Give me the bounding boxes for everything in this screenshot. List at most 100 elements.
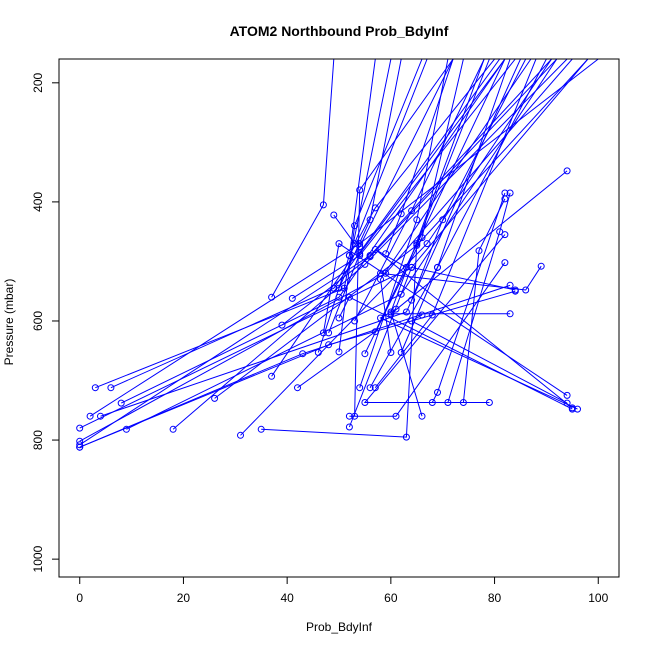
data-point	[371, 246, 379, 253]
data-point	[107, 384, 115, 392]
data-point	[356, 243, 364, 251]
series-line-34	[411, 59, 527, 301]
data-point	[371, 204, 379, 212]
series-line-26	[354, 59, 485, 322]
data-point	[268, 293, 276, 301]
data-point	[366, 253, 374, 261]
x-tick-label: 20	[177, 591, 191, 605]
plot-frame	[58, 58, 620, 578]
data-point	[377, 269, 384, 277]
data-point	[408, 296, 416, 304]
data-point	[418, 412, 426, 420]
series-line-36	[431, 192, 506, 403]
series-line-20	[328, 59, 506, 334]
data-point	[423, 240, 431, 248]
data-point	[506, 189, 514, 197]
x-tick-label: 100	[588, 591, 608, 605]
data-point	[288, 294, 296, 302]
data-point	[345, 412, 353, 420]
series-line-23	[338, 59, 402, 289]
data-point	[574, 405, 581, 413]
y-tick-label: 400	[31, 192, 45, 212]
data-point	[475, 247, 483, 255]
data-point	[434, 263, 441, 271]
series-line-49	[79, 284, 511, 448]
data-point	[319, 329, 327, 337]
data-point	[345, 252, 353, 259]
data-point	[506, 310, 514, 318]
data-point	[335, 314, 343, 322]
data-point	[402, 308, 410, 316]
x-tick-label: 0	[76, 591, 83, 605]
data-point	[351, 317, 359, 325]
data-point	[397, 210, 405, 218]
data-point	[501, 259, 509, 267]
series-line-7	[110, 59, 501, 389]
data-point	[340, 284, 348, 292]
data-point	[434, 388, 441, 396]
data-point	[335, 348, 343, 356]
data-point	[408, 317, 416, 325]
series-line-31	[385, 59, 454, 254]
data-point	[330, 284, 338, 292]
series-line-16	[271, 59, 335, 298]
data-point	[351, 240, 359, 248]
x-tick-label: 60	[384, 591, 398, 605]
plot-points	[76, 167, 581, 451]
series-line-22	[338, 59, 423, 352]
series-line-24	[348, 59, 495, 256]
data-point	[335, 293, 343, 301]
data-point	[428, 399, 436, 406]
data-point	[97, 412, 104, 420]
data-point	[335, 284, 343, 292]
data-point	[294, 384, 301, 392]
series-line-41	[348, 266, 516, 428]
data-point	[356, 250, 364, 258]
data-point	[413, 240, 421, 248]
series-line-17	[292, 59, 516, 299]
data-point	[356, 186, 364, 194]
data-point	[377, 314, 384, 322]
data-point	[361, 260, 369, 268]
data-point	[361, 350, 369, 358]
data-point	[319, 201, 327, 209]
data-point	[361, 399, 369, 406]
chart-title: ATOM2 Northbound Prob_BdyInf	[230, 23, 449, 39]
series-line-8	[120, 59, 506, 404]
data-point	[408, 207, 416, 215]
data-point	[392, 412, 400, 420]
series-line-44	[322, 242, 568, 396]
data-point	[496, 228, 504, 236]
data-point	[237, 431, 244, 439]
series-line-21	[333, 59, 428, 245]
data-point	[418, 311, 426, 319]
series-line-42	[380, 265, 542, 291]
series-line-39	[363, 234, 506, 403]
data-point	[444, 399, 452, 406]
data-point	[563, 167, 571, 175]
data-point	[439, 216, 447, 224]
plot-lines	[79, 59, 599, 448]
series-line-25	[354, 59, 454, 417]
series-line-13	[261, 59, 490, 438]
data-point	[314, 349, 322, 356]
series-line-12	[240, 59, 553, 436]
data-point	[330, 211, 338, 219]
data-point	[501, 195, 509, 203]
data-point	[382, 269, 390, 277]
data-point	[268, 372, 276, 380]
series-line-10	[172, 59, 568, 430]
y-tick-label: 200	[31, 72, 45, 92]
x-tick-label: 80	[488, 591, 502, 605]
x-tick-label: 40	[280, 591, 294, 605]
data-point	[459, 399, 467, 406]
y-tick-label: 600	[31, 311, 45, 331]
series-line-5	[95, 59, 392, 389]
data-point	[117, 399, 125, 407]
data-point	[506, 281, 514, 289]
data-point	[563, 391, 571, 399]
series-line-37	[447, 192, 511, 403]
data-point	[86, 412, 94, 420]
series-line-33	[400, 59, 547, 353]
